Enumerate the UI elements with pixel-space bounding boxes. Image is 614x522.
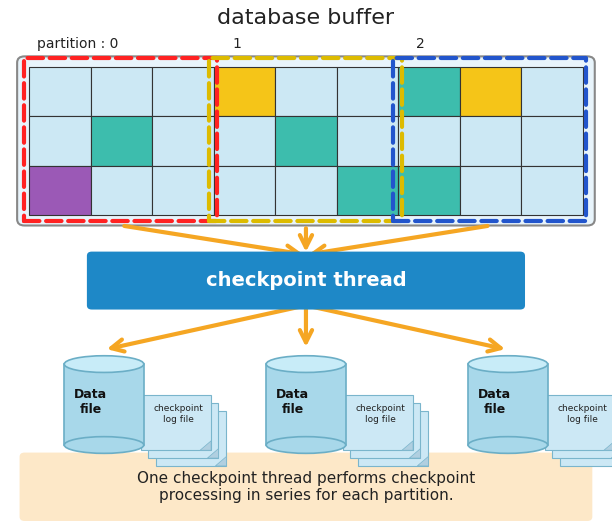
- Bar: [336, 67, 398, 116]
- Bar: [152, 165, 214, 215]
- Bar: [275, 116, 336, 165]
- Bar: [214, 165, 275, 215]
- Text: Data
file: Data file: [74, 388, 107, 416]
- Ellipse shape: [468, 356, 548, 373]
- Bar: [545, 396, 614, 450]
- Bar: [29, 116, 91, 165]
- Bar: [350, 403, 421, 458]
- Bar: [141, 396, 211, 450]
- Bar: [64, 364, 144, 445]
- Text: checkpoint
log file: checkpoint log file: [356, 404, 405, 424]
- Polygon shape: [208, 448, 219, 458]
- Text: 1: 1: [233, 38, 241, 51]
- Bar: [275, 67, 336, 116]
- Bar: [29, 67, 91, 116]
- Bar: [343, 396, 413, 450]
- Bar: [398, 67, 460, 116]
- Bar: [521, 67, 583, 116]
- Ellipse shape: [266, 356, 346, 373]
- Bar: [91, 165, 152, 215]
- Bar: [91, 116, 152, 165]
- Bar: [521, 116, 583, 165]
- Bar: [560, 411, 614, 466]
- FancyBboxPatch shape: [17, 56, 595, 226]
- Bar: [552, 403, 614, 458]
- Polygon shape: [216, 456, 227, 466]
- Bar: [460, 116, 521, 165]
- Bar: [336, 116, 398, 165]
- Bar: [460, 165, 521, 215]
- Ellipse shape: [266, 436, 346, 453]
- Text: partition : 0: partition : 0: [37, 38, 118, 51]
- Text: 2: 2: [416, 38, 425, 51]
- Polygon shape: [402, 441, 413, 450]
- Bar: [521, 165, 583, 215]
- Bar: [398, 165, 460, 215]
- Ellipse shape: [64, 356, 144, 373]
- FancyBboxPatch shape: [87, 252, 525, 310]
- Polygon shape: [604, 441, 614, 450]
- Bar: [336, 165, 398, 215]
- Text: database buffer: database buffer: [217, 8, 395, 28]
- Text: One checkpoint thread performs checkpoint
processing in series for each partitio: One checkpoint thread performs checkpoin…: [137, 470, 475, 503]
- Text: Data
file: Data file: [276, 388, 309, 416]
- Bar: [266, 364, 346, 445]
- Polygon shape: [418, 456, 429, 466]
- Text: checkpoint thread: checkpoint thread: [206, 271, 406, 290]
- Bar: [148, 403, 219, 458]
- Ellipse shape: [468, 436, 548, 453]
- Bar: [29, 165, 91, 215]
- Bar: [468, 364, 548, 445]
- Ellipse shape: [64, 436, 144, 453]
- Polygon shape: [410, 448, 421, 458]
- Bar: [275, 165, 336, 215]
- Text: checkpoint
log file: checkpoint log file: [154, 404, 204, 424]
- Polygon shape: [612, 448, 614, 458]
- Polygon shape: [200, 441, 211, 450]
- Text: checkpoint
log file: checkpoint log file: [558, 404, 607, 424]
- Bar: [152, 116, 214, 165]
- Bar: [156, 411, 227, 466]
- Bar: [398, 116, 460, 165]
- FancyBboxPatch shape: [20, 453, 593, 521]
- Bar: [91, 67, 152, 116]
- Bar: [358, 411, 429, 466]
- Text: Data
file: Data file: [478, 388, 511, 416]
- Bar: [152, 67, 214, 116]
- Bar: [214, 116, 275, 165]
- Bar: [214, 67, 275, 116]
- Bar: [460, 67, 521, 116]
